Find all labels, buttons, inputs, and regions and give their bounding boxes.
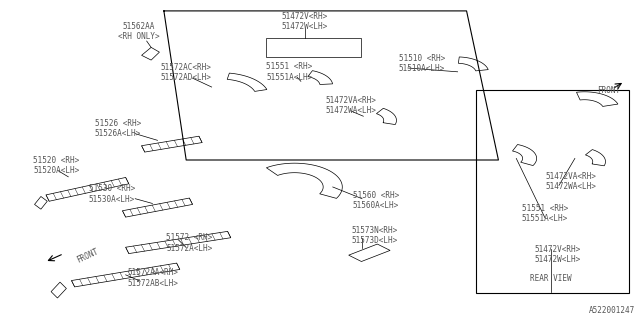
Text: 51572AA<RH>
51572AB<LH>: 51572AA<RH> 51572AB<LH>: [127, 268, 179, 288]
Text: 51562AA
<RH ONLY>: 51562AA <RH ONLY>: [118, 22, 159, 41]
Text: 51572 <RH>
51572A<LH>: 51572 <RH> 51572A<LH>: [166, 233, 212, 253]
Text: 51551 <RH>
51551A<LH>: 51551 <RH> 51551A<LH>: [266, 62, 312, 82]
Text: 51572AC<RH>
51572AD<LH>: 51572AC<RH> 51572AD<LH>: [161, 63, 212, 83]
Text: 51472VA<RH>
51472WA<LH>: 51472VA<RH> 51472WA<LH>: [545, 172, 596, 191]
Text: 51472V<RH>
51472W<LH>: 51472V<RH> 51472W<LH>: [282, 12, 328, 31]
Text: 51526 <RH>
51526A<LH>: 51526 <RH> 51526A<LH>: [95, 119, 141, 138]
Text: 51510 <RH>
51510A<LH>: 51510 <RH> 51510A<LH>: [399, 53, 445, 73]
Bar: [476, 90, 629, 293]
Text: A522001247: A522001247: [589, 306, 636, 315]
Text: FRONT: FRONT: [75, 247, 99, 265]
Text: FRONT: FRONT: [597, 86, 620, 95]
Text: 51520 <RH>
51520A<LH>: 51520 <RH> 51520A<LH>: [33, 156, 79, 175]
Text: 51472VA<RH>
51472WA<LH>: 51472VA<RH> 51472WA<LH>: [325, 96, 376, 115]
Text: 51551 <RH>
51551A<LH>: 51551 <RH> 51551A<LH>: [522, 204, 568, 223]
Text: 51530 <RH>
51530A<LH>: 51530 <RH> 51530A<LH>: [88, 184, 135, 204]
Text: 51472V<RH>
51472W<LH>: 51472V<RH> 51472W<LH>: [534, 245, 581, 264]
Text: 51560 <RH>
51560A<LH>: 51560 <RH> 51560A<LH>: [353, 191, 399, 210]
Text: REAR VIEW: REAR VIEW: [531, 275, 572, 284]
Text: 51573N<RH>
51573D<LH>: 51573N<RH> 51573D<LH>: [351, 226, 397, 245]
